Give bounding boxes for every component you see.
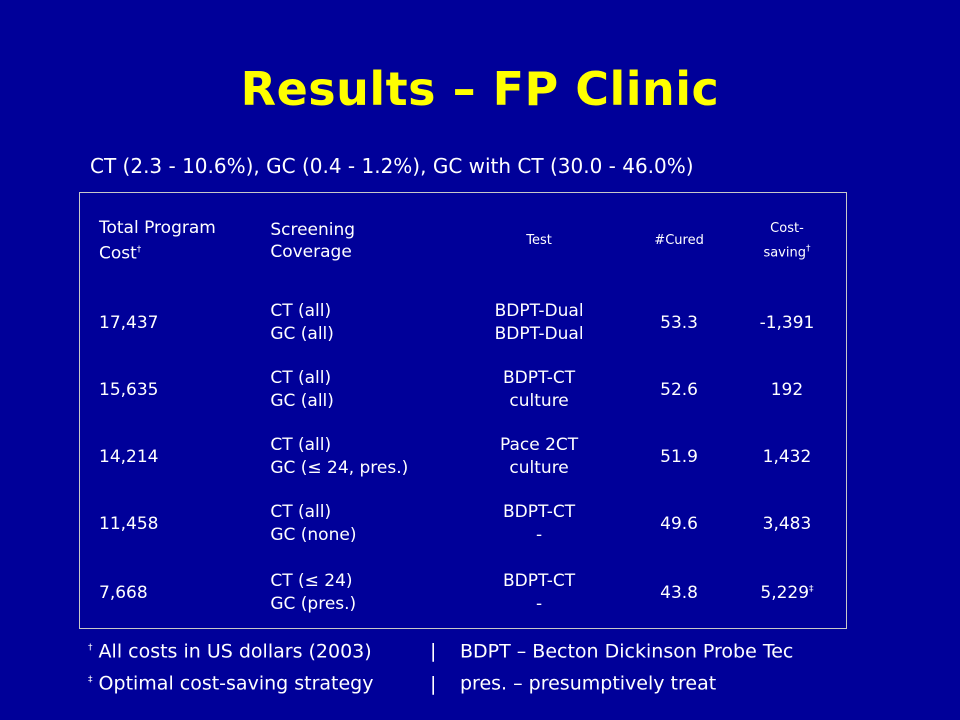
header-cost-saving-line2: saving: [763, 245, 806, 261]
coverage-cell: CT (≤ 24) GC (pres.): [270, 558, 448, 629]
total-cost-cell: 15,635: [99, 380, 159, 400]
test-ct: Pace 2CT: [499, 435, 579, 455]
coverage-cell: CT (all) GC (≤ 24, pres.): [270, 424, 448, 491]
test-ct: BDPT-Dual: [494, 301, 584, 321]
test-gc: BDPT-Dual: [494, 324, 584, 344]
test-ct: BDPT-CT: [502, 570, 576, 591]
header-coverage-line2: Coverage: [270, 242, 352, 263]
header-cured: #Cured: [654, 233, 704, 249]
test-ct: BDPT-CT: [502, 502, 576, 522]
header-screening-coverage: Screening Coverage: [270, 193, 448, 290]
footnote-pres-definition: pres. – presumptively treat: [460, 672, 717, 695]
coverage-cell: CT (all) GC (all): [270, 290, 448, 357]
results-table: Total Program Cost† Screening Coverage T…: [79, 192, 847, 629]
total-cost-cell: 17,437: [99, 313, 159, 333]
dagger-mark: †: [88, 643, 93, 653]
test-gc: -: [536, 525, 543, 545]
cost-saving-value: 5,229: [760, 582, 810, 603]
total-cost-cell: 7,668: [99, 582, 148, 603]
header-total-cost-line1: Total Program: [99, 218, 216, 239]
test-gc: culture: [509, 458, 569, 478]
test-gc: -: [536, 593, 543, 614]
slide-title: Results – FP Clinic: [240, 62, 720, 116]
coverage-ct: CT (all): [270, 301, 332, 321]
coverage-gc: GC (all): [270, 324, 334, 344]
cured-cell: 51.9: [660, 447, 698, 467]
cost-saving-cell: 5,229‡: [728, 558, 847, 629]
prevalence-subtitle: CT (2.3 - 10.6%), GC (0.4 - 1.2%), GC wi…: [90, 154, 694, 178]
dagger-mark: †: [805, 244, 811, 255]
test-gc: culture: [509, 391, 569, 411]
cost-saving-cell: 3,483: [728, 491, 847, 558]
test-ct: BDPT-CT: [502, 368, 576, 388]
footnote-optimal: Optimal cost-saving strategy: [98, 672, 374, 695]
cost-saving-value: 192: [770, 380, 804, 400]
coverage-cell: CT (all) GC (all): [270, 357, 448, 424]
test-cell: BDPT-CT -: [448, 491, 630, 558]
table-row: 7,668 CT (≤ 24) GC (pres.) BDPT-CT - 43.…: [80, 558, 847, 629]
header-test: Test: [526, 233, 552, 249]
footnote-separator: |: [430, 672, 437, 695]
footnote-line: ‡ Optimal cost-saving strategy | pres. – p…: [88, 666, 793, 698]
coverage-ct: CT (≤ 24): [270, 570, 353, 591]
header-total-program-cost: Total Program Cost†: [80, 193, 271, 290]
test-cell: Pace 2CT culture: [448, 424, 630, 491]
total-cost-cell: 11,458: [99, 514, 159, 534]
footnote-currency: All costs in US dollars (2003): [98, 640, 372, 663]
header-cost-saving: Cost- saving†: [728, 193, 847, 290]
table-row: 14,214 CT (all) GC (≤ 24, pres.) Pace 2C…: [80, 424, 847, 491]
header-total-cost-line2: Cost: [99, 244, 137, 265]
footnote-line: † All costs in US dollars (2003) | BDPT – …: [88, 634, 793, 666]
footnote-bdpt-definition: BDPT – Becton Dickinson Probe Tec: [460, 640, 794, 663]
cured-cell: 52.6: [660, 380, 698, 400]
cost-saving-cell: -1,391: [728, 290, 847, 357]
table-row: 17,437 CT (all) GC (all) BDPT-Dual BDPT-…: [80, 290, 847, 357]
coverage-cell: CT (all) GC (none): [270, 491, 448, 558]
dagger-mark: †: [136, 245, 142, 256]
coverage-ct: CT (all): [270, 435, 332, 455]
double-dagger-mark: ‡: [88, 675, 93, 686]
cost-saving-value: -1,391: [759, 313, 815, 333]
footnotes: † All costs in US dollars (2003) | BDPT – …: [88, 634, 793, 699]
coverage-gc: GC (all): [270, 391, 334, 411]
double-dagger-mark: ‡: [809, 584, 814, 595]
coverage-ct: CT (all): [270, 502, 332, 522]
coverage-gc: GC (pres.): [270, 593, 357, 614]
table-header-row: Total Program Cost† Screening Coverage T…: [80, 193, 847, 290]
test-cell: BDPT-CT -: [448, 558, 630, 629]
coverage-gc: GC (≤ 24, pres.): [270, 458, 409, 478]
cured-cell: 49.6: [660, 514, 698, 534]
header-coverage-line1: Screening: [270, 220, 356, 241]
coverage-gc: GC (none): [270, 525, 357, 545]
table-row: 11,458 CT (all) GC (none) BDPT-CT - 49.6…: [80, 491, 847, 558]
footnote-separator: |: [430, 640, 437, 663]
cost-saving-value: 1,432: [762, 447, 812, 467]
total-cost-cell: 14,214: [99, 447, 159, 467]
table-row: 15,635 CT (all) GC (all) BDPT-CT culture…: [80, 357, 847, 424]
cost-saving-cell: 1,432: [728, 424, 847, 491]
coverage-ct: CT (all): [270, 368, 332, 388]
cost-saving-cell: 192: [728, 357, 847, 424]
cost-saving-value: 3,483: [762, 514, 812, 534]
test-cell: BDPT-Dual BDPT-Dual: [448, 290, 630, 357]
cured-cell: 43.8: [660, 582, 698, 603]
header-cost-saving-line1: Cost-: [770, 221, 804, 237]
test-cell: BDPT-CT culture: [448, 357, 630, 424]
cured-cell: 53.3: [660, 313, 698, 333]
